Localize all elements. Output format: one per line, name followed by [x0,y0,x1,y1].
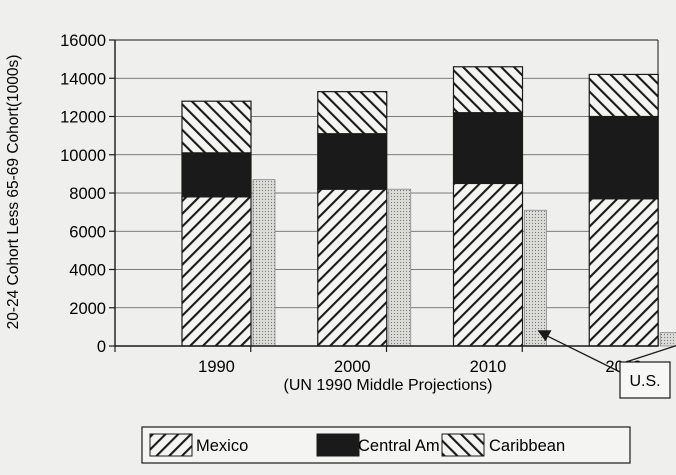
legend-label: Mexico [196,437,248,455]
y-tick-labels: 0 2000 4000 6000 8000 10000 12000 14000 16000 [60,32,106,356]
bar-central-am-1990 [182,153,251,197]
bar-mexico-2010 [454,183,523,346]
bar-caribbean-2010 [454,67,523,113]
bar-caribbean-2000 [318,92,387,134]
bar-us-2010 [525,210,547,346]
y-tick-label: 10000 [60,147,106,165]
bar-caribbean-1990 [182,101,251,153]
y-tick-label: 8000 [69,185,106,203]
bar-central-am-2000 [318,134,387,189]
bar-central-am-2020 [589,117,658,199]
y-axis-label: 20-24 Cohort Less 65-69 Cohort(1000s) [5,55,22,330]
legend-label: Caribbean [489,437,565,455]
bar-mexico-2000 [318,189,387,346]
bars [182,67,676,346]
bar-caribbean-2020 [589,74,658,116]
y-tick-label: 6000 [69,223,106,241]
legend-label: Central Am [358,437,440,455]
bar-mexico-1990 [182,197,251,346]
bar-mexico-2020 [589,199,658,346]
y-tick-label: 4000 [69,262,106,280]
bar-central-am-2010 [454,113,523,184]
x-tick-labels: 1990200020102020 [198,358,642,376]
x-tick-label: 1990 [198,358,235,376]
legend-swatch-central-am [317,434,359,456]
y-tick-label: 12000 [60,109,106,127]
x-tick-label: 2000 [334,358,371,376]
y-tick-label: 2000 [69,300,106,318]
bar-us-2000 [389,189,411,346]
legend: Mexico Central Am Caribbean [142,427,630,463]
legend-swatch-mexico [150,434,192,456]
legend-swatch-caribbean [442,434,484,456]
x-axis-label: (UN 1990 Middle Projections) [284,377,493,394]
bar-us-1990 [253,180,275,346]
us-callout-label: U.S. [629,373,660,390]
y-tick-label: 14000 [60,70,106,88]
x-tick-label: 2010 [470,358,507,376]
bar-us-2020 [660,333,676,346]
y-axis-label-group: 20-24 Cohort Less 65-69 Cohort(1000s) [5,55,22,330]
y-tick-label: 0 [97,338,106,356]
y-tick-label: 16000 [60,32,106,50]
